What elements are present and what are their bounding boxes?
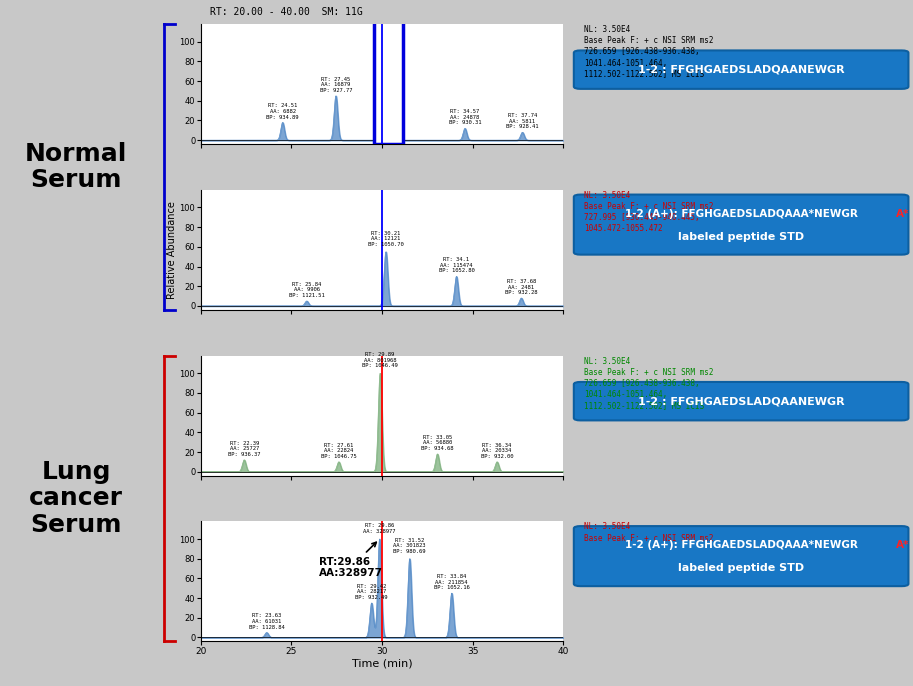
Text: labeled peptide STD: labeled peptide STD (678, 563, 804, 573)
Text: RT: 25.84
AA: 9906
BP: 1121.51: RT: 25.84 AA: 9906 BP: 1121.51 (289, 282, 325, 298)
Text: RT: 29.89
AA: 801968
BP: 1046.49: RT: 29.89 AA: 801968 BP: 1046.49 (362, 352, 398, 368)
Text: NL: 3.50E4
Base Peak F: + c NSI SRM ms2
726.659 [926.438-936.438,
1041.464-1051.: NL: 3.50E4 Base Peak F: + c NSI SRM ms2 … (583, 357, 713, 410)
Text: RT: 37.68
AA: 2481
BP: 932.28: RT: 37.68 AA: 2481 BP: 932.28 (505, 279, 538, 295)
Text: RT: 36.34
AA: 20334
BP: 932.00: RT: 36.34 AA: 20334 BP: 932.00 (481, 442, 513, 459)
FancyBboxPatch shape (573, 382, 908, 421)
Text: RT: 30.21
AA: 12121
BP: 1050.70: RT: 30.21 AA: 12121 BP: 1050.70 (368, 230, 404, 247)
Text: RT: 31.52
AA: 301823
BP: 980.69: RT: 31.52 AA: 301823 BP: 980.69 (394, 538, 425, 554)
X-axis label: Time (min): Time (min) (352, 659, 413, 669)
Text: RT: 29.86
AA: 328977: RT: 29.86 AA: 328977 (363, 523, 396, 534)
Text: RT: 34.57
AA: 24878
BP: 930.31: RT: 34.57 AA: 24878 BP: 930.31 (448, 109, 481, 126)
Text: 1-2 (A+): FFGHGAEDSLADQAAA*NEWGR: 1-2 (A+): FFGHGAEDSLADQAAA*NEWGR (624, 540, 857, 550)
Text: RT: 22.39
AA: 25727
BP: 936.37: RT: 22.39 AA: 25727 BP: 936.37 (228, 440, 260, 457)
Text: RT: 37.74
AA: 5811
BP: 928.41: RT: 37.74 AA: 5811 BP: 928.41 (506, 113, 539, 130)
Bar (374, 16, 403, 144)
Text: RT: 33.84
AA: 211854
BP: 1052.16: RT: 33.84 AA: 211854 BP: 1052.16 (434, 574, 469, 590)
Text: RT: 27.45
AA: 16879
BP: 927.77: RT: 27.45 AA: 16879 BP: 927.77 (320, 77, 352, 93)
Text: NL: 3.50E4
Base Peak F: + c NSI SRM ms2: NL: 3.50E4 Base Peak F: + c NSI SRM ms2 (583, 523, 713, 543)
FancyBboxPatch shape (573, 51, 908, 89)
FancyBboxPatch shape (573, 195, 908, 255)
Text: labeled peptide STD: labeled peptide STD (678, 232, 804, 241)
Text: A*: A* (897, 540, 909, 550)
Text: 1-2 : FFGHGAEDSLADQAANEWGR: 1-2 : FFGHGAEDSLADQAANEWGR (638, 64, 845, 75)
Text: RT: 23.63
AA: 61031
BP: 1128.84: RT: 23.63 AA: 61031 BP: 1128.84 (248, 613, 285, 630)
Y-axis label: Relative Abundance: Relative Abundance (167, 201, 177, 299)
Text: RT: 20.00 - 40.00  SM: 11G: RT: 20.00 - 40.00 SM: 11G (210, 7, 362, 17)
Text: 1-2 (A+): FFGHGAEDSLADQAAA*NEWGR: 1-2 (A+): FFGHGAEDSLADQAAA*NEWGR (624, 209, 857, 219)
Text: RT: 27.61
AA: 22824
BP: 1046.75: RT: 27.61 AA: 22824 BP: 1046.75 (320, 442, 357, 459)
Text: RT: 24.51
AA: 6882
BP: 934.89: RT: 24.51 AA: 6882 BP: 934.89 (267, 104, 299, 119)
Text: Normal
Serum: Normal Serum (26, 141, 128, 192)
Text: RT: 29.42
AA: 28217
BP: 932.49: RT: 29.42 AA: 28217 BP: 932.49 (355, 584, 388, 600)
Text: RT: 34.1
AA: 115474
BP: 1052.80: RT: 34.1 AA: 115474 BP: 1052.80 (438, 257, 474, 274)
Text: A*: A* (897, 209, 909, 219)
Text: RT:29.86
AA:328977: RT:29.86 AA:328977 (319, 542, 383, 578)
Text: NL: 3.50E4
Base Peak F: + c NSI SRM ms2
726.659 [926.438-936.438,
1041.464-1051.: NL: 3.50E4 Base Peak F: + c NSI SRM ms2 … (583, 25, 713, 79)
Text: Lung
cancer
Serum: Lung cancer Serum (29, 460, 123, 537)
Text: RT: 33.05
AA: 56880
BP: 934.68: RT: 33.05 AA: 56880 BP: 934.68 (421, 435, 454, 451)
FancyBboxPatch shape (573, 526, 908, 586)
Text: 1-2 : FFGHGAEDSLADQAANEWGR: 1-2 : FFGHGAEDSLADQAANEWGR (638, 397, 845, 406)
Text: NL: 3.50E4
Base Peak F: + c NSI SRM ms2
727.995 [930.445-940.445,
1045.472-1055.: NL: 3.50E4 Base Peak F: + c NSI SRM ms2 … (583, 191, 713, 233)
